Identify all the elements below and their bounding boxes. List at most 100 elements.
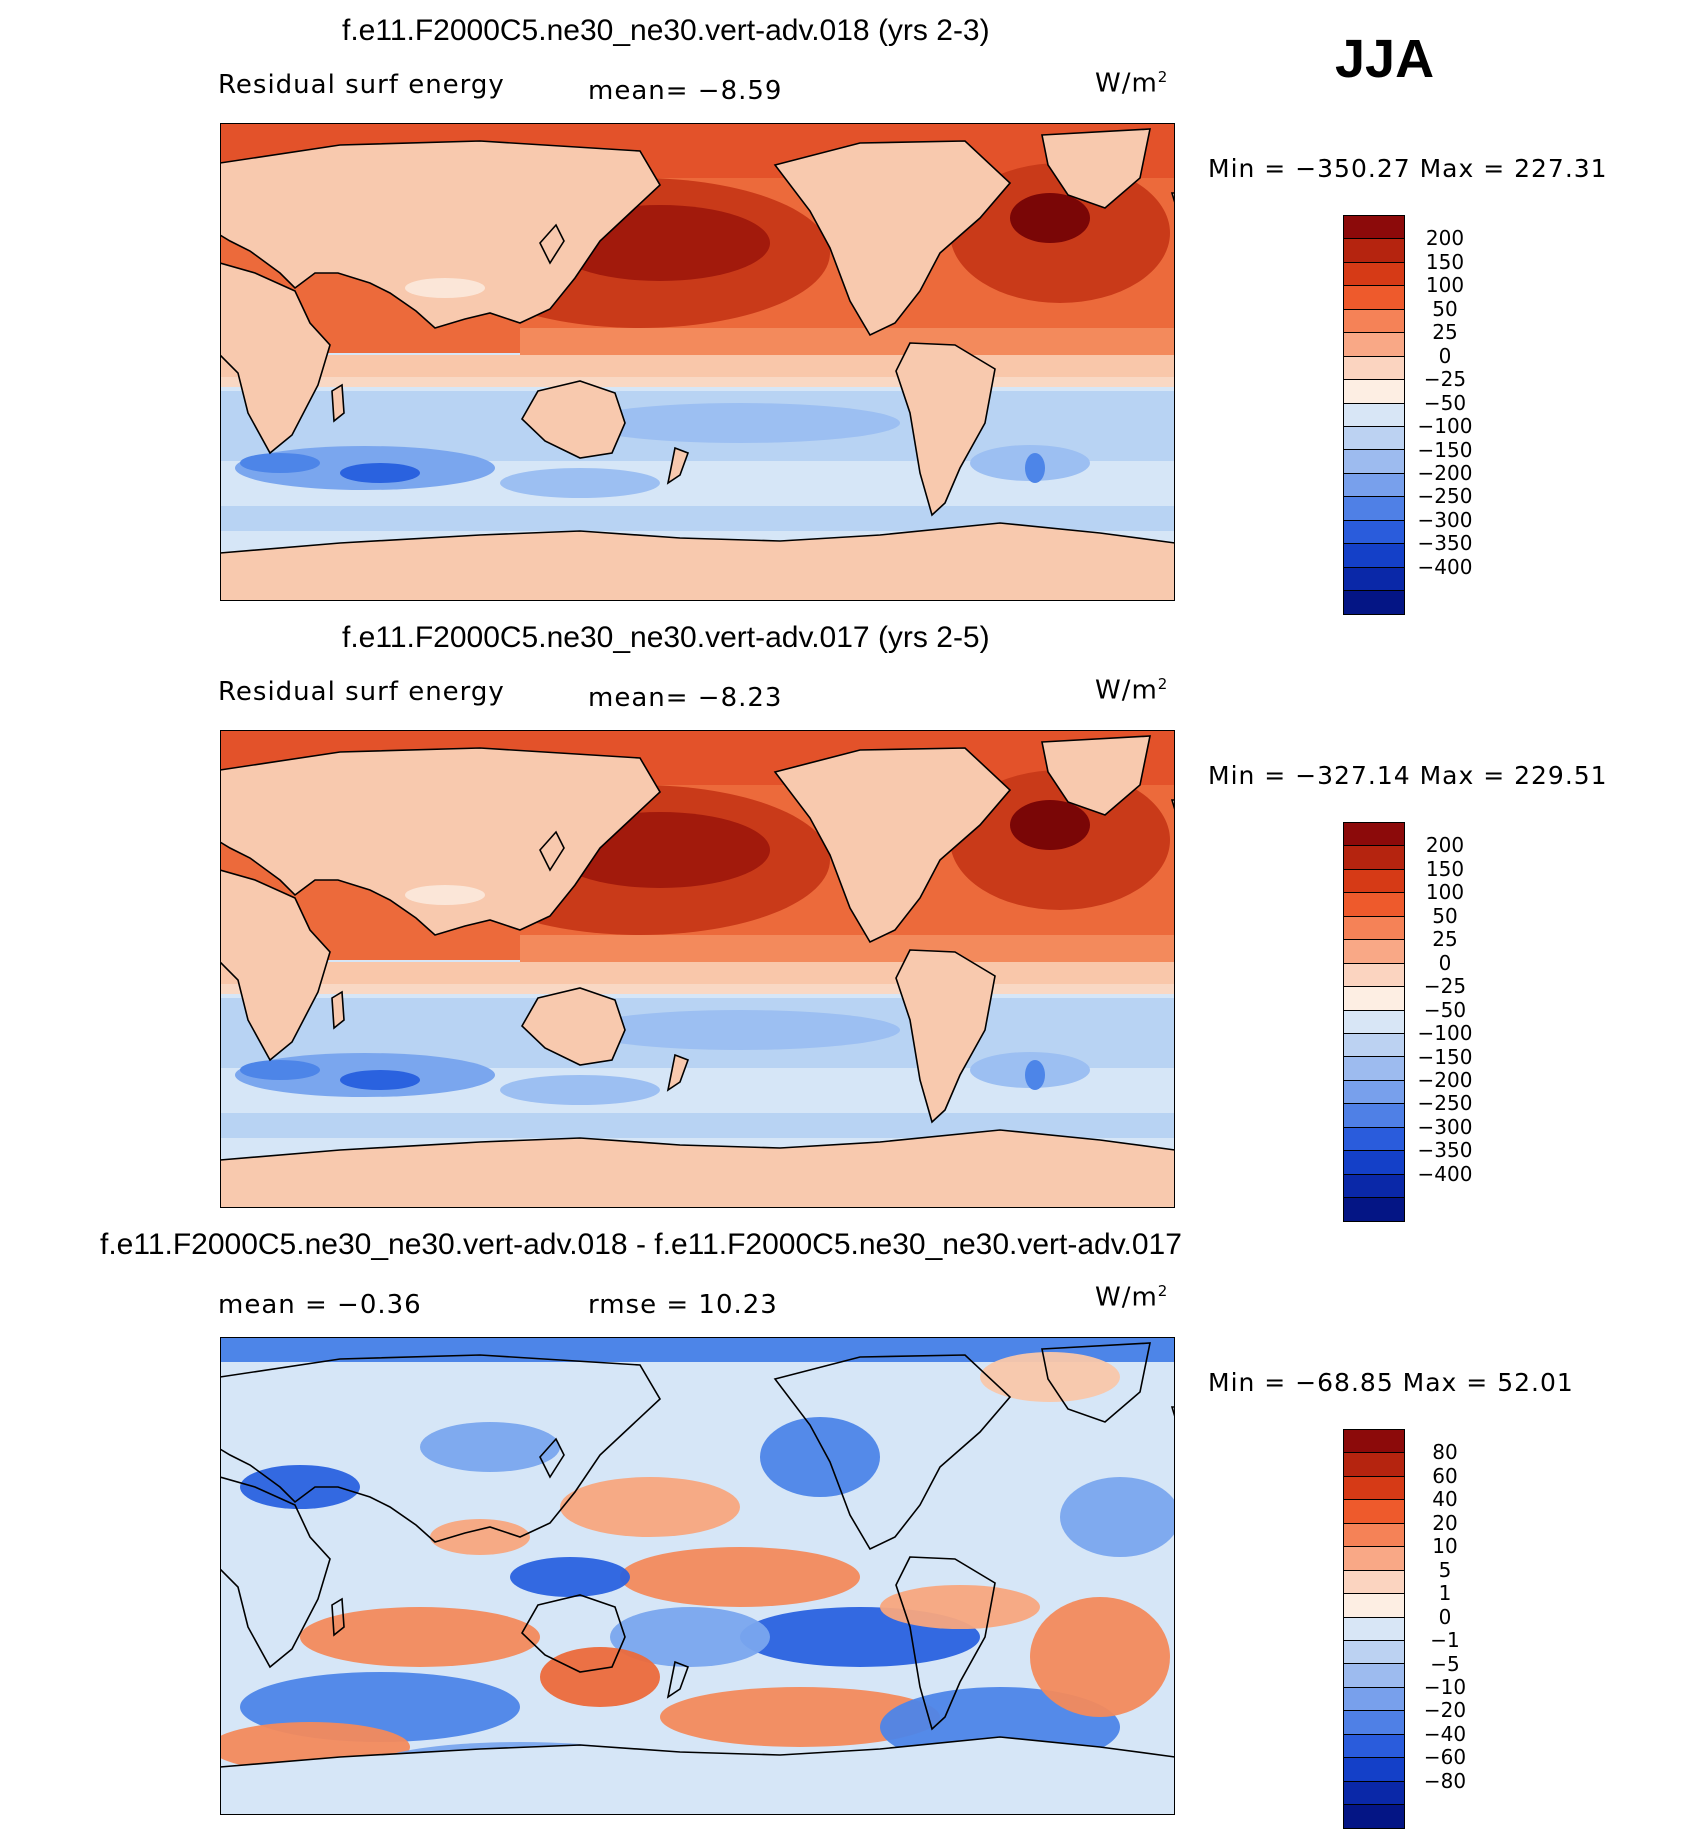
colorbar-swatch (1344, 1151, 1404, 1175)
landmass-ukisl (1170, 1406, 1175, 1418)
colorbar-swatch (1344, 1010, 1404, 1034)
units-label: W/m2 (1095, 675, 1169, 706)
colorbar-tick-label: −250 (1417, 484, 1473, 509)
colorbar-tick-label: 20 (1432, 1510, 1458, 1535)
colorbar-swatch (1344, 916, 1404, 941)
colorbar-tick-label: 200 (1425, 833, 1465, 858)
landmass-japan (539, 223, 565, 265)
colorbar-swatch (1344, 893, 1404, 917)
colorbar-tick-label: 50 (1432, 296, 1458, 321)
landmass-namerica (773, 747, 1012, 944)
colorbar-swatch (1344, 1711, 1404, 1735)
colorbar-swatch (1344, 846, 1404, 870)
colorbar-tick-label: −20 (1423, 1698, 1467, 1723)
map-panel-3 (220, 1337, 1175, 1815)
colorbar-swatch (1344, 1664, 1404, 1688)
min-max-label: Min = −327.14 Max = 229.51 (1208, 761, 1608, 790)
colorbar-tick-label: 25 (1432, 320, 1458, 345)
colorbar-tick-label: −150 (1417, 1044, 1473, 1069)
colorbar (1343, 215, 1405, 616)
landmass-africa (220, 1476, 331, 1669)
landmass-australia (520, 1594, 626, 1673)
colorbar-tick-label: −100 (1417, 1021, 1473, 1046)
colorbar-tick-label: 1 (1438, 1581, 1452, 1606)
landmass-eurasia (220, 1354, 662, 1543)
colorbar-tick-label: −100 (1417, 414, 1473, 439)
colorbar-swatch (1344, 450, 1404, 474)
landmass-africa (220, 262, 331, 455)
colorbar-tick-label: −25 (1423, 367, 1467, 392)
colorbar-tick-label: 150 (1425, 249, 1465, 274)
colorbar-tick-label: 150 (1425, 856, 1465, 881)
landmass-australia (520, 380, 626, 459)
colorbar-tick-label: −50 (1423, 390, 1467, 415)
landmass-samerica (895, 342, 996, 517)
colorbar-tick-label: −40 (1423, 1721, 1467, 1746)
colorbar-tick-label: 0 (1438, 1604, 1452, 1629)
landmass-namerica (773, 1354, 1012, 1551)
colorbar-tick-label: 100 (1425, 880, 1465, 905)
colorbar-swatch (1344, 239, 1404, 263)
colorbar-swatch (1344, 544, 1404, 568)
season-label: JJA (1335, 29, 1435, 89)
landmass-antarctica (220, 1736, 1175, 1815)
min-max-label: Min = −350.27 Max = 227.31 (1208, 154, 1608, 183)
colorbar-swatch (1344, 520, 1404, 545)
colorbar-tick-label: 60 (1432, 1463, 1458, 1488)
colorbar-tick-label: −200 (1417, 1067, 1473, 1092)
colorbar-swatch (1344, 1127, 1404, 1152)
landmass-madagascar (331, 383, 345, 423)
colorbar (1343, 1429, 1405, 1829)
colorbar-swatch (1344, 262, 1404, 287)
colorbar-tick-label: −25 (1423, 974, 1467, 999)
landmass-greenland (1041, 128, 1151, 209)
colorbar-swatch (1344, 426, 1404, 451)
colorbar-tick-label: −300 (1417, 507, 1473, 532)
colorbar-swatch (1344, 1523, 1404, 1548)
mean-label: mean= −8.23 (588, 683, 783, 713)
colorbar (1343, 822, 1405, 1223)
colorbar-swatch (1344, 1758, 1404, 1782)
colorbar-swatch (1344, 309, 1404, 334)
colorbar-swatch (1344, 869, 1404, 894)
colorbar-tick-label: −150 (1417, 437, 1473, 462)
colorbar-swatch (1344, 1734, 1404, 1759)
colorbar-tick-label: −350 (1417, 1138, 1473, 1163)
colorbar-swatch (1344, 216, 1404, 240)
colorbar-swatch (1344, 940, 1404, 964)
min-max-label: Min = −68.85 Max = 52.01 (1208, 1368, 1574, 1397)
colorbar-swatch (1344, 1781, 1404, 1805)
colorbar-swatch (1344, 1640, 1404, 1665)
panel-title: f.e11.F2000C5.ne30_ne30.vert-adv.017 (yr… (342, 621, 990, 654)
colorbar-swatch (1344, 1174, 1404, 1198)
colorbar-swatch (1344, 286, 1404, 310)
colorbar-swatch (1344, 963, 1404, 988)
colorbar-tick-label: −10 (1423, 1674, 1467, 1699)
units-label: W/m2 (1095, 1282, 1169, 1313)
landmass-namerica (773, 140, 1012, 337)
colorbar-swatch (1344, 403, 1404, 427)
landmass-madagascar (331, 990, 345, 1030)
landmass-nz (666, 446, 690, 485)
colorbar-swatch (1344, 1198, 1404, 1222)
landmass-antarctica (220, 522, 1175, 601)
colorbar-swatch (1344, 356, 1404, 381)
landmass-greenland (1041, 735, 1151, 816)
landmass-madagascar (331, 1597, 345, 1637)
colorbar-swatch (1344, 1453, 1404, 1477)
colorbar-swatch (1344, 473, 1404, 498)
panel-title: f.e11.F2000C5.ne30_ne30.vert-adv.018 - f… (100, 1228, 1182, 1261)
landmass-japan (539, 1437, 565, 1479)
colorbar-tick-label: −200 (1417, 460, 1473, 485)
colorbar-swatch (1344, 1570, 1404, 1595)
colorbar-tick-label: −300 (1417, 1114, 1473, 1139)
landmass-japan (539, 830, 565, 872)
map-panel-1 (220, 123, 1175, 601)
colorbar-tick-label: −60 (1423, 1745, 1467, 1770)
colorbar-swatch (1344, 1594, 1404, 1618)
colorbar-swatch (1344, 1547, 1404, 1571)
colorbar-swatch (1344, 1104, 1404, 1128)
colorbar-swatch (1344, 1805, 1404, 1829)
colorbar-tick-label: −5 (1430, 1651, 1460, 1676)
colorbar-swatch (1344, 591, 1404, 615)
